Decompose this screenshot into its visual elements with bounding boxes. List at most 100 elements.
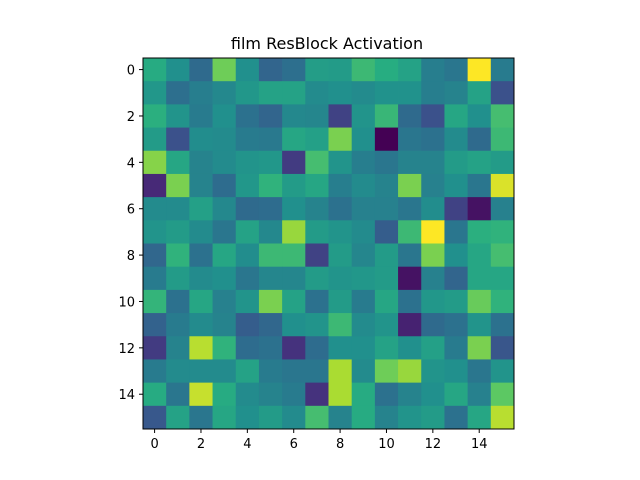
heatmap-cell: [421, 382, 445, 407]
heatmap-cell: [282, 405, 306, 430]
heatmap-cell: [328, 197, 353, 221]
heatmap-cell: [212, 243, 237, 268]
heatmap-cell: [467, 359, 492, 384]
heatmap-cell: [490, 359, 515, 384]
heatmap-cell: [189, 127, 213, 152]
heatmap-cell: [398, 150, 422, 175]
heatmap-cells: [143, 58, 515, 430]
heatmap-cell: [374, 382, 399, 407]
heatmap-cell: [189, 382, 213, 407]
heatmap-cell: [282, 289, 306, 314]
heatmap-cell: [467, 58, 492, 82]
x-tick-label: 0: [150, 437, 158, 452]
chart-title: film ResBlock Activation: [231, 34, 423, 53]
heatmap-cell: [258, 81, 283, 105]
y-tick-label: 10: [118, 295, 135, 310]
heatmap-cell: [374, 359, 399, 384]
heatmap-cell: [374, 243, 399, 268]
heatmap-cell: [444, 266, 469, 291]
heatmap-cell: [305, 289, 329, 314]
heatmap-cell: [444, 173, 469, 198]
heatmap-cell: [258, 220, 283, 244]
heatmap-cell: [189, 81, 213, 105]
heatmap-cell: [305, 220, 329, 244]
heatmap-cell: [258, 243, 283, 268]
heatmap-cell: [143, 405, 167, 430]
heatmap-cell: [143, 173, 167, 198]
heatmap-cell: [282, 173, 306, 198]
heatmap-cell: [444, 58, 469, 82]
heatmap-cell: [490, 405, 515, 430]
heatmap-cell: [467, 313, 492, 337]
heatmap-cell: [490, 243, 515, 268]
heatmap-cell: [212, 289, 237, 314]
heatmap-cell: [235, 266, 260, 291]
heatmap-cell: [351, 58, 376, 82]
heatmap-cell: [235, 81, 260, 105]
heatmap-cell: [398, 173, 422, 198]
heatmap-cell: [490, 150, 515, 175]
heatmap-cell: [421, 405, 445, 430]
heatmap-cell: [235, 336, 260, 360]
heatmap-cell: [351, 127, 376, 152]
heatmap-cell: [235, 405, 260, 430]
heatmap-cell: [166, 405, 190, 430]
heatmap-cell: [258, 405, 283, 430]
heatmap-cell: [282, 104, 306, 128]
heatmap-cell: [212, 313, 237, 337]
y-tick-label: 6: [127, 203, 135, 218]
heatmap-cell: [351, 313, 376, 337]
heatmap-cell: [444, 382, 469, 407]
heatmap-cell: [166, 243, 190, 268]
heatmap-cell: [444, 220, 469, 244]
heatmap-cell: [444, 81, 469, 105]
heatmap-cell: [328, 58, 353, 82]
heatmap-cell: [305, 359, 329, 384]
heatmap-cell: [351, 220, 376, 244]
heatmap-cell: [328, 243, 353, 268]
heatmap-cell: [398, 243, 422, 268]
heatmap-cell: [282, 220, 306, 244]
heatmap-cell: [398, 220, 422, 244]
heatmap-cell: [328, 313, 353, 337]
heatmap-cell: [143, 382, 167, 407]
heatmap-cell: [282, 359, 306, 384]
heatmap-cell: [490, 382, 515, 407]
heatmap-cell: [421, 336, 445, 360]
heatmap-cell: [421, 150, 445, 175]
heatmap-cell: [374, 405, 399, 430]
heatmap-cell: [282, 336, 306, 360]
heatmap-cell: [351, 173, 376, 198]
heatmap-cell: [189, 405, 213, 430]
heatmap-cell: [143, 313, 167, 337]
heatmap-cell: [374, 289, 399, 314]
heatmap-cell: [212, 266, 237, 291]
heatmap-cell: [143, 359, 167, 384]
heatmap-cell: [351, 289, 376, 314]
heatmap-cell: [143, 104, 167, 128]
heatmap-cell: [189, 150, 213, 175]
x-tick-label: 12: [425, 437, 442, 452]
heatmap-cell: [328, 266, 353, 291]
heatmap-cell: [351, 104, 376, 128]
heatmap-cell: [143, 336, 167, 360]
heatmap-cell: [467, 266, 492, 291]
heatmap-cell: [490, 173, 515, 198]
heatmap-cell: [258, 150, 283, 175]
heatmap-cell: [143, 127, 167, 152]
heatmap-cell: [351, 359, 376, 384]
heatmap-cell: [258, 289, 283, 314]
y-tick-label: 14: [118, 388, 135, 403]
heatmap-cell: [282, 127, 306, 152]
y-tick-label: 2: [127, 110, 135, 125]
heatmap-cell: [189, 173, 213, 198]
heatmap-cell: [212, 104, 237, 128]
heatmap-cell: [444, 104, 469, 128]
heatmap-cell: [351, 150, 376, 175]
heatmap-cell: [166, 173, 190, 198]
heatmap-cell: [212, 405, 237, 430]
heatmap-cell: [328, 220, 353, 244]
heatmap-cell: [444, 289, 469, 314]
heatmap-cell: [235, 243, 260, 268]
heatmap-cell: [305, 313, 329, 337]
